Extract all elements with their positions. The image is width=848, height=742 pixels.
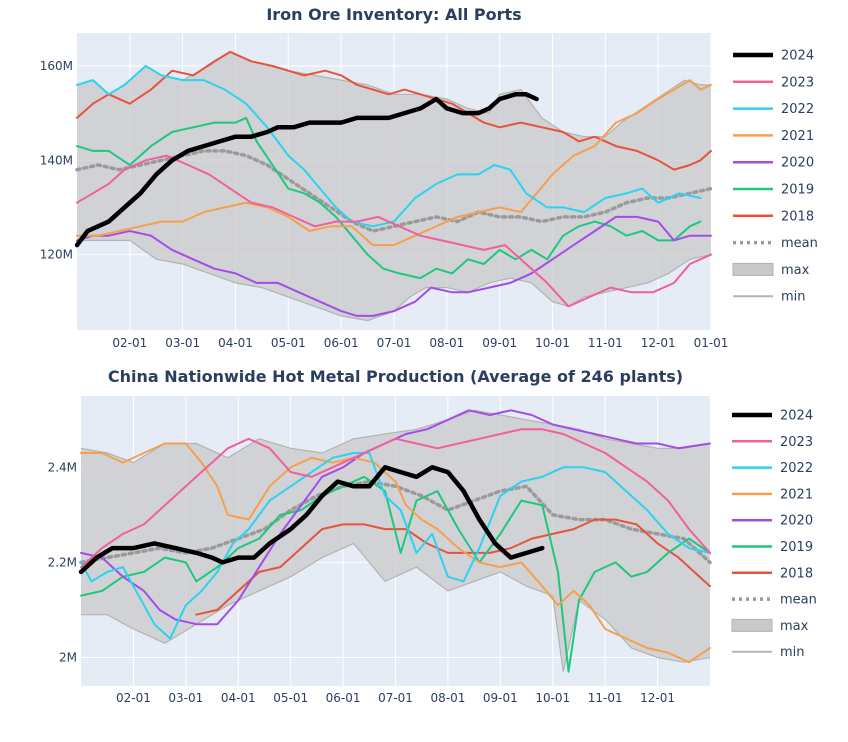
- legend-swatch-max: [732, 262, 774, 276]
- max-min-band: [77, 51, 711, 321]
- hot-metal-production-chart: China Nationwide Hot Metal Production (A…: [48, 367, 817, 705]
- x-tick-label: 04-01: [218, 336, 253, 350]
- y-tick-label: 160M: [40, 59, 73, 73]
- legend-label-2023: 2023: [780, 435, 813, 450]
- x-tick-label: 02-01: [116, 691, 151, 705]
- legend-label-2024: 2024: [780, 409, 813, 424]
- x-tick-label: 08-01: [430, 691, 465, 705]
- iron-ore-inventory-chart: Iron Ore Inventory: All Ports 02-01 03-01 0…: [40, 5, 818, 350]
- x-tick-label: 10-01: [535, 691, 570, 705]
- x-tick-label: 03-01: [168, 691, 203, 705]
- x-tick-label: 06-01: [326, 691, 361, 705]
- x-tick-label: 07-01: [378, 691, 413, 705]
- series-line-2018: [195, 518, 711, 616]
- series-line-2023: [80, 428, 711, 569]
- legend-label-mean: mean: [781, 236, 818, 251]
- x-tick-label: 08-01: [429, 336, 464, 350]
- x-tick-label: 10-01: [535, 336, 570, 350]
- series-line-2022: [76, 65, 702, 228]
- chart-title: Iron Ore Inventory: All Ports: [266, 5, 521, 24]
- legend-label-2019: 2019: [781, 183, 814, 198]
- series-line-2020: [76, 215, 712, 317]
- series-line-2023: [76, 154, 712, 308]
- legend-label-2024: 2024: [781, 49, 814, 64]
- y-tick-label: 2M: [59, 650, 77, 664]
- x-tick-label: 11-01: [588, 336, 623, 350]
- legend-label-2022: 2022: [780, 461, 813, 476]
- legend-label-2018: 2018: [780, 566, 813, 581]
- x-tick-label: 05-01: [271, 336, 306, 350]
- series-line-2018: [76, 50, 712, 171]
- x-tick-label: 09-01: [482, 336, 517, 350]
- legend-label-min: min: [781, 290, 806, 305]
- chart-title: China Nationwide Hot Metal Production (A…: [108, 367, 683, 386]
- max-min-band: [81, 410, 710, 672]
- series-line-2021: [76, 79, 712, 247]
- x-tick-label: 02-01: [112, 336, 147, 350]
- legend-label-mean: mean: [780, 593, 817, 608]
- legend: 2024 2023 2022 2021 2020 2019 2018 mean max min: [732, 49, 818, 305]
- x-tick-label: 04-01: [221, 691, 256, 705]
- x-tick-label: 07-01: [377, 336, 412, 350]
- x-tick-label: 06-01: [324, 336, 359, 350]
- x-tick-label: 03-01: [165, 336, 200, 350]
- x-tick-label: 12-01: [641, 336, 676, 350]
- legend-label-max: max: [781, 263, 810, 278]
- y-tick-label: 140M: [40, 153, 73, 167]
- x-tick-label: 01-01: [694, 336, 729, 350]
- x-tick-label: 12-01: [640, 691, 675, 705]
- legend-swatch-max: [731, 618, 773, 632]
- y-tick-label: 2.4M: [48, 460, 77, 474]
- legend-label-2023: 2023: [781, 75, 814, 90]
- x-tick-label: 11-01: [588, 691, 623, 705]
- legend-label-2021: 2021: [780, 487, 813, 502]
- series-line-2024: [74, 92, 539, 248]
- legend-label-2021: 2021: [781, 129, 814, 144]
- legend-label-2020: 2020: [781, 156, 814, 171]
- y-tick-label: 2.2M: [48, 555, 77, 569]
- legend-label-2018: 2018: [781, 209, 814, 224]
- y-tick-label: 120M: [40, 248, 73, 262]
- series-line-2021: [80, 442, 711, 664]
- x-tick-label: 05-01: [273, 691, 308, 705]
- series-line-2024: [78, 465, 545, 575]
- min-line: [77, 239, 712, 322]
- series-line-2019: [80, 475, 711, 673]
- legend-label-2019: 2019: [780, 540, 813, 555]
- legend-label-max: max: [780, 619, 809, 634]
- min-line: [81, 542, 711, 672]
- x-tick-label: 09-01: [483, 691, 518, 705]
- legend-label-2020: 2020: [780, 514, 813, 529]
- legend: 2024 2023 2022 2021 2020 2019 2018 mean max min: [731, 409, 817, 660]
- legend-label-2022: 2022: [781, 102, 814, 117]
- legend-label-min: min: [780, 645, 805, 660]
